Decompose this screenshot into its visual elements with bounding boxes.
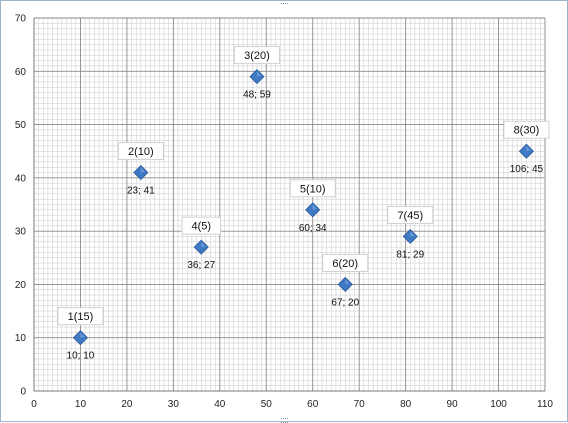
- y-tick-label: 0: [20, 387, 26, 398]
- x-tick-label: 10: [75, 399, 87, 410]
- data-points: 1(15) 10; 10 2(10) 23; 41 3(20) 48; 59 4(5) 36;…: [57, 46, 550, 362]
- marker-highlight: [312, 204, 317, 210]
- x-tick-label: 80: [400, 399, 412, 410]
- point-label-box: [117, 142, 164, 160]
- y-tick-label: 20: [15, 280, 27, 291]
- data-point: 5(10) 60; 34: [289, 179, 336, 234]
- point-label: 2(10): [128, 146, 154, 158]
- data-point: 3(20) 48; 59: [234, 46, 280, 101]
- axes: [33, 18, 545, 392]
- point-label: 1(15): [68, 311, 94, 323]
- marker-highlight: [140, 167, 145, 173]
- point-label-box: [181, 216, 221, 235]
- data-point: 1(15) 10; 10: [57, 307, 104, 362]
- data-point: 8(30) 106; 45: [503, 120, 550, 175]
- point-coordinate-label: 81; 29: [396, 249, 424, 260]
- data-point: 2(10) 23; 41: [117, 142, 164, 197]
- top-resize-handle[interactable]: [281, 0, 288, 4]
- point-label: 3(20): [244, 50, 270, 62]
- marker-highlight: [410, 231, 415, 237]
- point-coordinate-label: 60; 34: [299, 223, 327, 234]
- point-label: 6(20): [332, 258, 358, 270]
- y-tick-label: 40: [15, 173, 27, 184]
- point-coordinate-label: 48; 59: [243, 90, 271, 101]
- point-label: 7(45): [397, 210, 423, 222]
- point-label-box: [289, 179, 336, 198]
- point-label-box: [503, 120, 550, 139]
- point-coordinate-label: 67; 20: [331, 297, 359, 308]
- y-tick-label: 50: [15, 120, 27, 131]
- data-point: 4(5) 36; 27: [181, 216, 221, 271]
- data-point: 6(20) 67; 20: [322, 254, 369, 308]
- point-label-box: [234, 46, 280, 65]
- point-coordinate-label: 10; 10: [67, 351, 95, 362]
- point-coordinate-label: 36; 27: [187, 260, 215, 271]
- y-axis-tick-labels: 0 10 20 30 40 50 60 70: [15, 14, 27, 398]
- point-label-box: [57, 307, 104, 326]
- x-tick-label: 100: [490, 399, 507, 410]
- x-tick-label: 110: [537, 399, 553, 410]
- x-axis-tick-labels: 0 10 20 30 40 50 60 70 80 90 100 110: [31, 399, 553, 410]
- x-tick-label: 60: [307, 399, 319, 410]
- y-tick-label: 60: [15, 67, 27, 78]
- marker-highlight: [256, 71, 261, 77]
- x-tick-label: 70: [354, 399, 366, 410]
- point-label: 8(30): [514, 125, 540, 137]
- x-tick-label: 20: [121, 399, 133, 410]
- major-gridlines: [33, 17, 546, 392]
- y-tick-label: 70: [15, 14, 27, 25]
- marker-highlight: [80, 332, 85, 338]
- point-coordinate-label: 23; 41: [127, 186, 155, 197]
- data-point: 7(45) 81; 29: [387, 206, 434, 260]
- y-tick-label: 30: [15, 227, 27, 238]
- x-tick-label: 0: [31, 399, 37, 410]
- marker-highlight: [201, 242, 206, 248]
- y-tick-label: 10: [15, 333, 27, 344]
- x-tick-label: 50: [261, 399, 273, 410]
- x-tick-label: 40: [214, 399, 226, 410]
- marker-highlight: [526, 146, 531, 152]
- point-label: 5(10): [300, 183, 326, 195]
- point-label: 4(5): [191, 221, 211, 233]
- x-tick-label: 30: [168, 399, 180, 410]
- point-label-box: [387, 206, 434, 224]
- minor-gridlines: [34, 18, 545, 391]
- point-label-box: [322, 254, 369, 272]
- point-coordinate-label: 106; 45: [510, 164, 544, 175]
- x-tick-label: 90: [447, 399, 459, 410]
- marker-highlight: [345, 279, 350, 285]
